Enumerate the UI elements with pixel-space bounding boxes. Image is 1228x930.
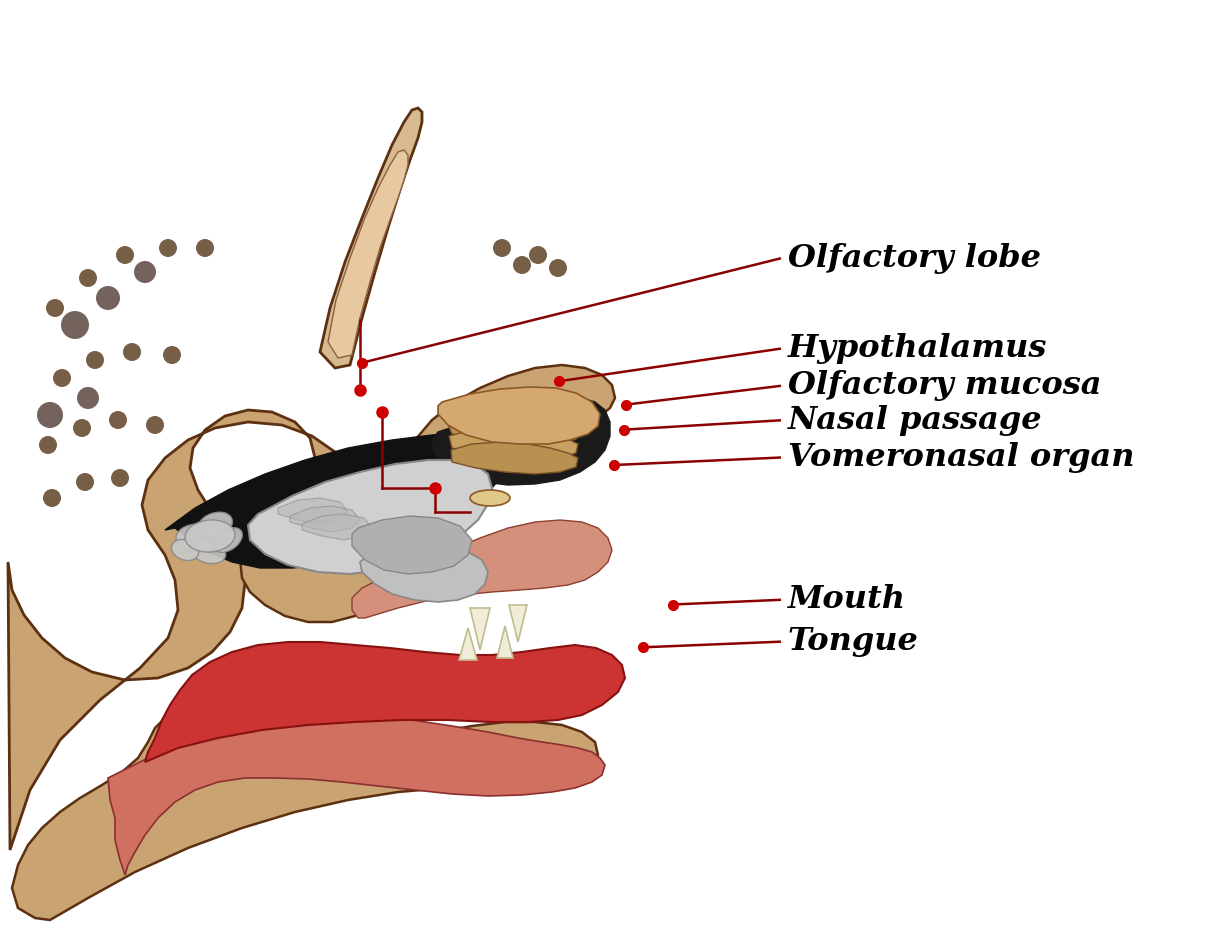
- Ellipse shape: [198, 512, 232, 538]
- Polygon shape: [12, 715, 598, 920]
- Polygon shape: [432, 398, 610, 485]
- Polygon shape: [438, 387, 600, 444]
- Polygon shape: [165, 432, 512, 568]
- Ellipse shape: [176, 524, 220, 552]
- Polygon shape: [449, 428, 578, 460]
- Polygon shape: [145, 642, 625, 762]
- Circle shape: [123, 343, 141, 361]
- Circle shape: [43, 489, 61, 507]
- Circle shape: [492, 239, 511, 257]
- Polygon shape: [445, 400, 578, 432]
- Circle shape: [37, 402, 63, 428]
- Text: Hypothalamus: Hypothalamus: [788, 333, 1047, 365]
- Polygon shape: [447, 414, 578, 446]
- Text: Nasal passage: Nasal passage: [788, 405, 1043, 436]
- Ellipse shape: [190, 540, 226, 564]
- Text: Olfactory mucosa: Olfactory mucosa: [788, 370, 1102, 402]
- Polygon shape: [108, 718, 605, 875]
- Circle shape: [45, 299, 64, 317]
- Polygon shape: [451, 442, 578, 474]
- Polygon shape: [470, 608, 490, 650]
- Ellipse shape: [214, 527, 242, 552]
- Circle shape: [86, 351, 104, 369]
- Circle shape: [146, 416, 165, 434]
- Ellipse shape: [470, 490, 510, 506]
- Circle shape: [76, 473, 95, 491]
- Circle shape: [549, 259, 567, 277]
- Polygon shape: [360, 548, 488, 602]
- Polygon shape: [9, 410, 350, 850]
- Ellipse shape: [185, 520, 235, 552]
- Polygon shape: [321, 108, 422, 368]
- Polygon shape: [328, 150, 408, 358]
- Polygon shape: [302, 514, 372, 540]
- Circle shape: [163, 346, 181, 364]
- Circle shape: [61, 311, 88, 339]
- Polygon shape: [352, 520, 612, 618]
- Circle shape: [109, 411, 126, 429]
- Circle shape: [513, 256, 530, 274]
- Polygon shape: [290, 506, 360, 532]
- Circle shape: [96, 286, 120, 310]
- Circle shape: [529, 246, 546, 264]
- Circle shape: [196, 239, 214, 257]
- Polygon shape: [278, 498, 348, 524]
- Circle shape: [53, 369, 71, 387]
- Polygon shape: [497, 626, 513, 658]
- Polygon shape: [239, 365, 615, 622]
- Circle shape: [79, 269, 97, 287]
- Ellipse shape: [172, 539, 199, 561]
- Circle shape: [39, 436, 56, 454]
- Polygon shape: [508, 605, 527, 642]
- Circle shape: [111, 469, 129, 487]
- Polygon shape: [459, 628, 476, 660]
- Text: Tongue: Tongue: [788, 626, 919, 658]
- Text: Olfactory lobe: Olfactory lobe: [788, 243, 1041, 274]
- Circle shape: [77, 387, 99, 409]
- Text: Vomeronasal organ: Vomeronasal organ: [788, 442, 1135, 473]
- Circle shape: [115, 246, 134, 264]
- Text: Mouth: Mouth: [788, 584, 906, 616]
- Circle shape: [72, 419, 91, 437]
- Circle shape: [134, 261, 156, 283]
- Polygon shape: [248, 460, 492, 574]
- Polygon shape: [352, 516, 472, 574]
- Circle shape: [158, 239, 177, 257]
